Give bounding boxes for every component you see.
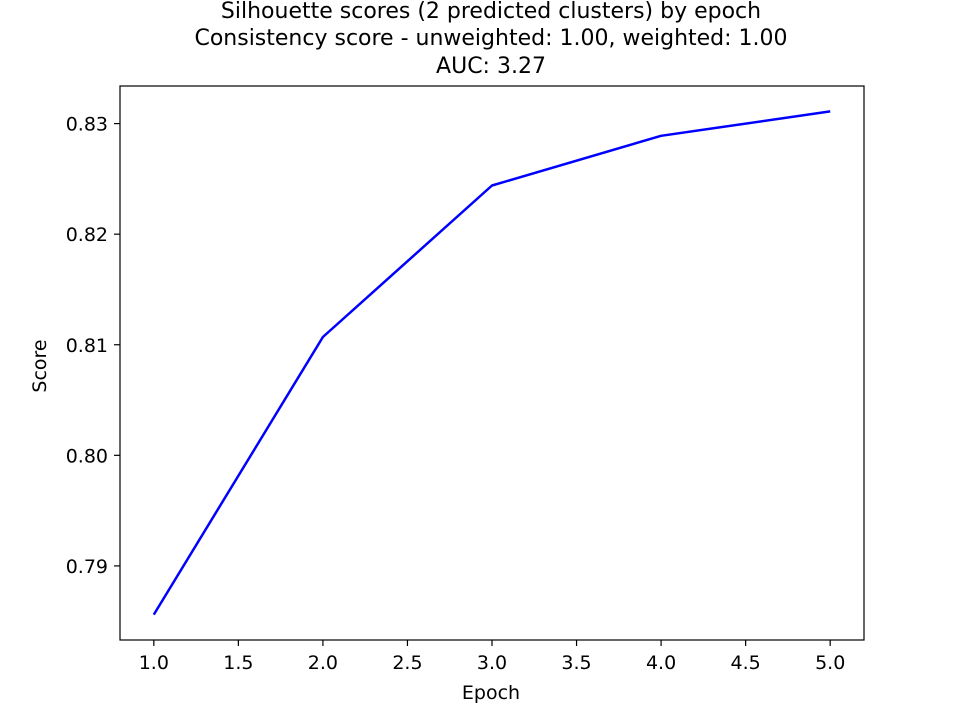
y-tick-label: 0.79 bbox=[66, 556, 108, 578]
y-tick-label: 0.83 bbox=[66, 114, 108, 136]
title-line-2: Consistency score - unweighted: 1.00, we… bbox=[194, 26, 787, 51]
plot-area: 1.0 1.5 2.0 2.5 3.0 3.5 4.0 4.5 5.0 0.79 0.80 0.81 0… bbox=[66, 85, 865, 674]
y-tick-label: 0.82 bbox=[66, 224, 108, 246]
x-tick-label: 1.0 bbox=[139, 652, 169, 674]
x-tick-label: 4.5 bbox=[731, 652, 761, 674]
axes-frame bbox=[119, 85, 865, 641]
chart-title: Silhouette scores (2 predicted clusters)… bbox=[194, 0, 787, 79]
y-axis-label: Score bbox=[29, 339, 51, 392]
x-axis-label: Epoch bbox=[462, 682, 520, 704]
x-tick-label: 1.5 bbox=[223, 652, 253, 674]
x-tick-label: 4.0 bbox=[646, 652, 676, 674]
x-tick-label: 2.5 bbox=[392, 652, 422, 674]
y-tick-label: 0.81 bbox=[66, 335, 108, 357]
x-tick-label: 2.0 bbox=[308, 652, 338, 674]
title-line-3: AUC: 3.27 bbox=[436, 54, 546, 79]
series-line-1 bbox=[152, 110, 831, 616]
x-tick-label: 3.5 bbox=[561, 652, 591, 674]
title-line-1: Silhouette scores (2 predicted clusters)… bbox=[221, 0, 761, 24]
x-tick-label: 5.0 bbox=[815, 652, 845, 674]
x-tick-label: 3.0 bbox=[477, 652, 507, 674]
y-tick-label: 0.80 bbox=[66, 445, 108, 467]
